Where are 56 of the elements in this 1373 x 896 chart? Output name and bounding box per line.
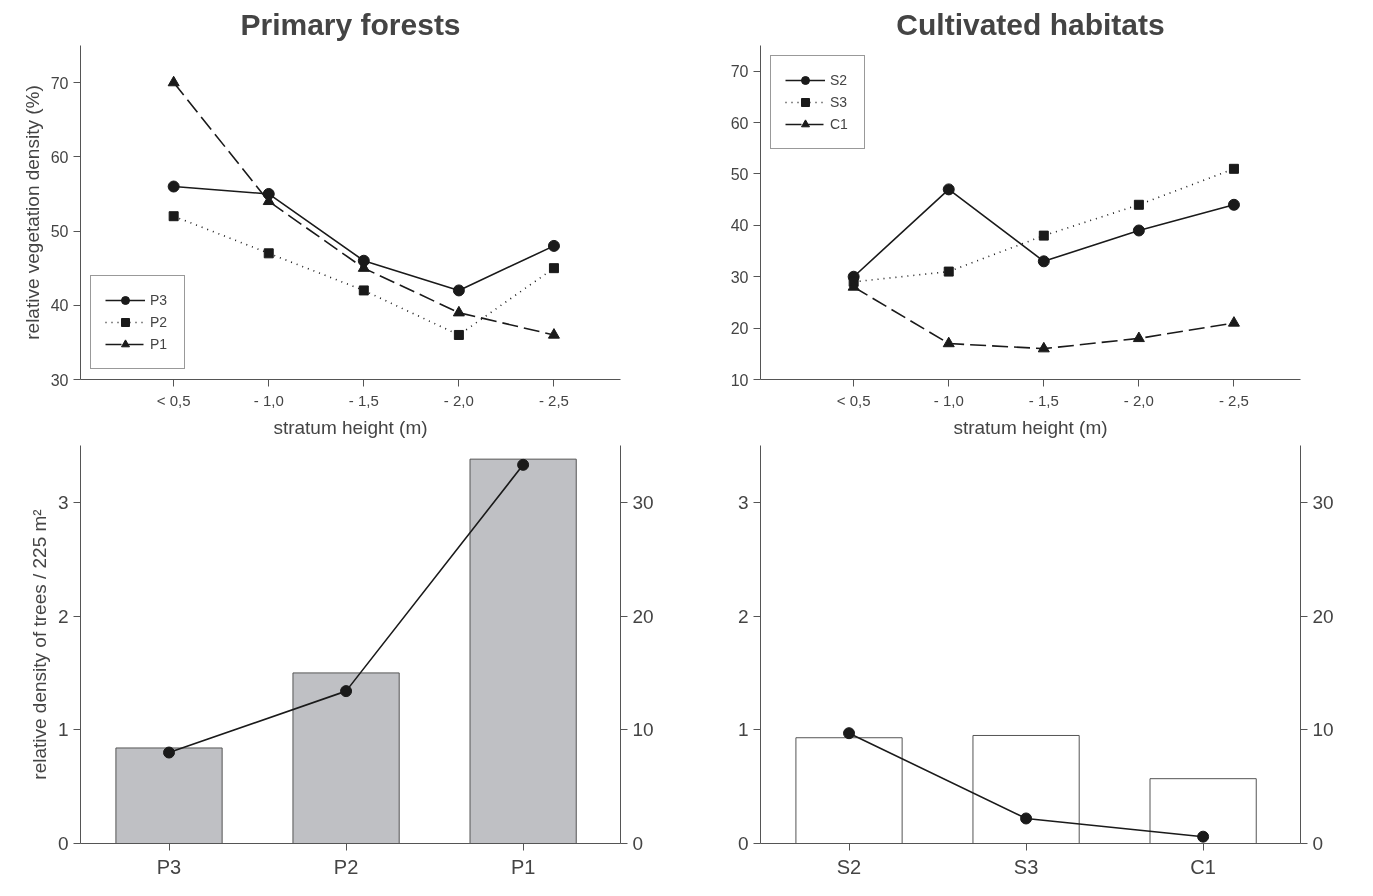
y-tick-label: 0 [737, 833, 749, 854]
x-tick-label: P1 [510, 855, 536, 878]
chart-title: Primary forests [240, 7, 461, 41]
y-tick-label: 50 [730, 165, 749, 183]
y-tick-label: 10 [730, 371, 749, 389]
y-tick-label: 1 [737, 719, 749, 741]
x-tick-label: - 2,0 [443, 391, 474, 409]
chart-title: Cultivated habitats [896, 7, 1165, 41]
x-axis-title: stratum height (m) [953, 416, 1108, 438]
x-axis-title: stratum height (m) [273, 416, 428, 438]
x-tick-label: - 1,0 [933, 391, 964, 409]
y-tick-label: 60 [730, 114, 749, 132]
y2-tick-label: 30 [632, 491, 654, 513]
y-tick-label: 30 [730, 268, 749, 286]
y-tick-label: 3 [57, 491, 69, 513]
y-tick-label: 40 [50, 297, 69, 315]
y2-tick-label: 10 [1312, 719, 1334, 741]
y-tick-label: 0 [57, 833, 69, 854]
x-tick-label: < 0,5 [156, 391, 191, 409]
y-tick-label: 70 [50, 74, 69, 92]
y-tick-label: 1 [57, 719, 69, 741]
y2-tick-label: 20 [632, 605, 654, 627]
x-tick-label: - 1,5 [1028, 391, 1059, 409]
y-tick-label: 70 [730, 63, 749, 81]
legend-label: C1 [830, 116, 849, 132]
legend-label: S3 [830, 94, 849, 110]
y-tick-label: 3 [737, 491, 749, 513]
x-tick-label: S3 [1013, 855, 1039, 878]
legend-label: S2 [830, 72, 849, 88]
x-tick-label: - 1,5 [348, 391, 379, 409]
x-tick-label: S2 [836, 855, 862, 878]
y2-tick-label: 10 [632, 719, 654, 741]
y-tick-label: 60 [50, 148, 69, 166]
y2-tick-label: 0 [1312, 833, 1324, 854]
y-tick-label: 2 [57, 605, 69, 627]
x-tick-label: P3 [156, 855, 182, 878]
legend-label: P1 [150, 336, 169, 352]
x-tick-label: < 0,5 [836, 391, 871, 409]
x-tick-label: - 1,0 [253, 391, 284, 409]
y2-tick-label: 0 [632, 833, 644, 854]
x-tick-label: P2 [333, 855, 359, 878]
legend-label: P2 [150, 314, 169, 330]
y-axis-title: relative vegetation density (%) [21, 85, 43, 340]
x-tick-label: - 2,0 [1123, 391, 1154, 409]
x-tick-label: - 2,5 [538, 391, 569, 409]
y-tick-label: 40 [730, 217, 749, 235]
y-tick-label: 30 [50, 371, 69, 389]
y2-tick-label: 30 [1312, 491, 1334, 513]
y-tick-label: 20 [730, 320, 749, 338]
y2-tick-label: 20 [1312, 605, 1334, 627]
y-tick-label: 2 [737, 605, 749, 627]
y-tick-label: 50 [50, 223, 69, 241]
x-tick-label: C1 [1190, 855, 1216, 878]
legend-label: P3 [150, 292, 169, 308]
x-tick-label: - 2,5 [1218, 391, 1249, 409]
y-axis-title: relative density of trees / 225 m² [28, 509, 50, 780]
